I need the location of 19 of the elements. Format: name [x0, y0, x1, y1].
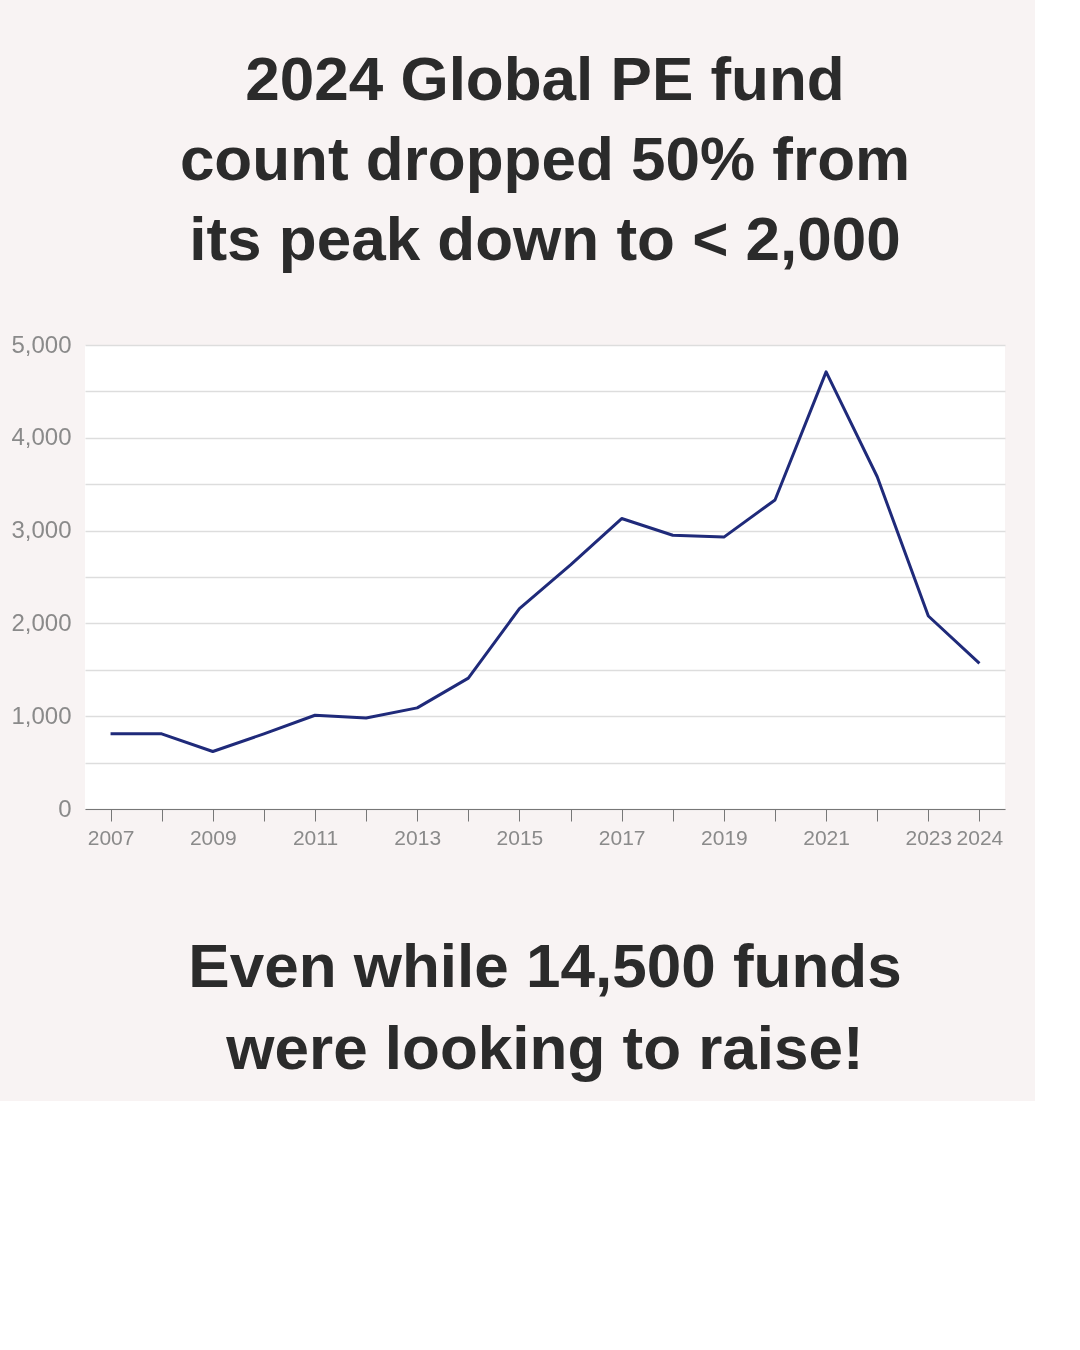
x-tick-label: 2013 [394, 825, 442, 849]
x-tick-label: 2011 [292, 825, 339, 849]
line-series [109, 370, 981, 753]
x-tick-label: 2024 [956, 825, 1004, 849]
y-tick-label: 2,000 [11, 608, 72, 636]
chart-title: 2024 Global PE fund count dropped 50% from its peak down to < 2,000 [179, 44, 911, 273]
y-tick-label: 4,000 [11, 423, 72, 451]
y-tick-label: 3,000 [11, 516, 72, 544]
x-tick-label: 2015 [496, 825, 544, 849]
y-tick-label: 1,000 [11, 701, 72, 729]
x-tick-label: 2023 [905, 825, 953, 849]
x-tick-label: 2017 [598, 825, 646, 849]
x-tick-label: 2021 [803, 825, 850, 849]
x-tick-label: 2009 [189, 825, 237, 849]
text: Even while 14,500 funds were looking to raise! [188, 931, 902, 1082]
y-tick-label: 0 [58, 794, 72, 822]
x-tick-label: 2007 [87, 825, 135, 849]
x-tick-label: 2019 [701, 825, 748, 849]
y-tick-label: 5,000 [11, 330, 72, 358]
